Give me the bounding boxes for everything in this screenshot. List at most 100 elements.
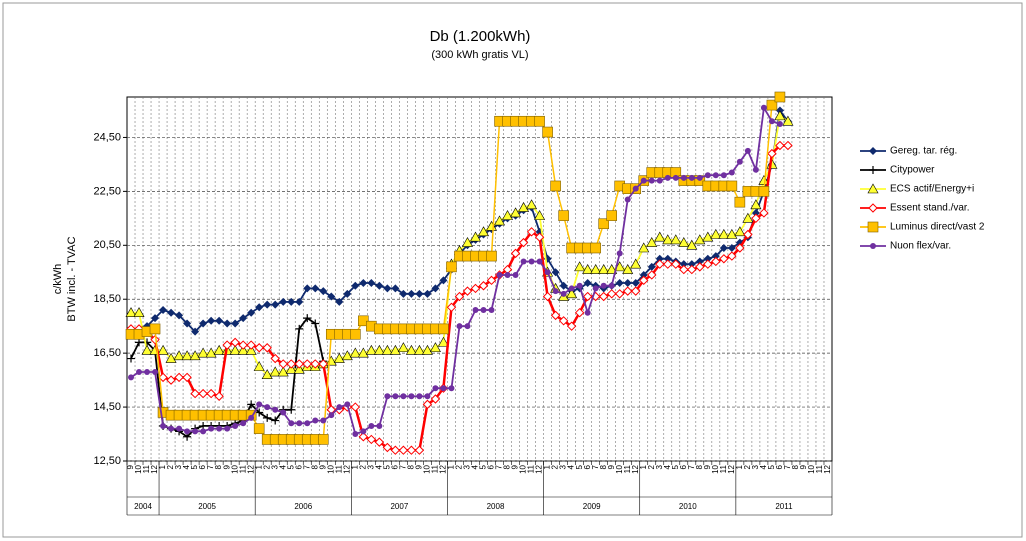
marker — [616, 250, 623, 257]
x-tick-label: 12 — [246, 464, 255, 473]
marker — [559, 281, 568, 290]
legend-marker — [868, 203, 878, 213]
marker — [472, 307, 479, 314]
marker — [358, 432, 369, 442]
x-tick-label: 4 — [182, 464, 191, 469]
marker — [255, 408, 264, 417]
marker — [133, 307, 145, 318]
marker — [726, 228, 738, 239]
marker — [550, 180, 561, 192]
marker — [254, 343, 264, 353]
marker — [582, 263, 594, 274]
x-tick-label: 5 — [190, 464, 199, 469]
marker — [504, 271, 511, 278]
marker — [600, 282, 607, 289]
marker — [278, 359, 288, 369]
x-tick-label: 10 — [134, 464, 143, 473]
marker — [431, 284, 440, 293]
x-tick-label: 5 — [479, 464, 488, 469]
marker — [128, 374, 135, 381]
marker — [237, 344, 249, 355]
marker — [480, 307, 487, 314]
y-tick-label: 18,50 — [93, 293, 121, 305]
x-tick-label: 3 — [463, 464, 472, 469]
x-tick-label: 8 — [599, 464, 608, 469]
x-tick-label: 12 — [631, 464, 640, 473]
marker — [622, 263, 634, 274]
marker — [678, 236, 690, 247]
marker — [253, 423, 265, 434]
marker — [598, 263, 610, 274]
year-label: 2006 — [294, 502, 312, 511]
marker — [304, 420, 311, 427]
x-tick-label: 12 — [150, 464, 159, 473]
marker — [726, 180, 738, 192]
x-tick-label: 12 — [727, 464, 736, 473]
marker — [469, 231, 482, 242]
x-tick-label: 6 — [198, 464, 207, 469]
x-tick-label: 6 — [583, 464, 592, 469]
marker — [703, 254, 712, 263]
x-tick-label: 11 — [238, 464, 247, 473]
marker — [751, 208, 760, 217]
marker — [766, 99, 778, 111]
marker — [287, 405, 296, 414]
x-tick-label: 9 — [511, 464, 520, 469]
x-tick-label: 9 — [415, 464, 424, 469]
x-tick-label: 4 — [567, 464, 576, 469]
marker — [286, 359, 296, 369]
x-tick-label: 7 — [687, 464, 696, 469]
x-tick-label: 7 — [399, 464, 408, 469]
marker — [173, 350, 185, 361]
x-tick-label: 4 — [278, 464, 287, 469]
x-tick-label: 9 — [222, 464, 231, 469]
marker — [630, 258, 642, 269]
marker — [429, 342, 441, 353]
marker — [752, 166, 759, 173]
legend-marker — [870, 243, 876, 249]
marker — [679, 264, 689, 275]
marker — [456, 323, 463, 330]
marker — [349, 347, 361, 358]
marker — [624, 196, 631, 203]
y-tick-label: 12,50 — [93, 455, 121, 467]
marker — [392, 393, 399, 400]
x-tick-label: 5 — [767, 464, 776, 469]
marker — [197, 347, 209, 358]
marker — [144, 369, 151, 376]
x-tick-label: 9 — [126, 464, 135, 469]
legend-label: ECS actif/Energy+i — [890, 184, 974, 195]
marker — [280, 409, 287, 416]
marker — [208, 425, 215, 432]
marker — [382, 442, 393, 453]
marker — [782, 115, 794, 126]
marker — [213, 344, 225, 355]
marker — [183, 319, 192, 328]
marker — [205, 347, 217, 358]
x-tick-label: 5 — [575, 464, 584, 469]
marker — [648, 177, 655, 184]
marker — [518, 237, 529, 248]
x-tick-label: 12 — [439, 464, 448, 473]
marker — [303, 284, 312, 293]
marker — [207, 316, 216, 325]
x-tick-label: 11 — [719, 464, 728, 473]
marker — [365, 344, 377, 355]
marker — [199, 319, 208, 328]
marker — [432, 385, 439, 392]
marker — [296, 420, 303, 427]
marker — [560, 290, 567, 297]
marker — [214, 391, 224, 401]
year-label: 2004 — [134, 502, 152, 511]
marker — [608, 282, 615, 289]
marker — [152, 369, 159, 376]
marker — [574, 307, 585, 318]
x-tick-label: 2 — [262, 464, 271, 469]
marker — [679, 260, 688, 269]
marker — [671, 259, 681, 269]
series-line — [130, 105, 781, 436]
marker — [270, 353, 280, 364]
marker — [263, 413, 272, 422]
marker — [542, 126, 553, 138]
marker — [430, 394, 441, 404]
